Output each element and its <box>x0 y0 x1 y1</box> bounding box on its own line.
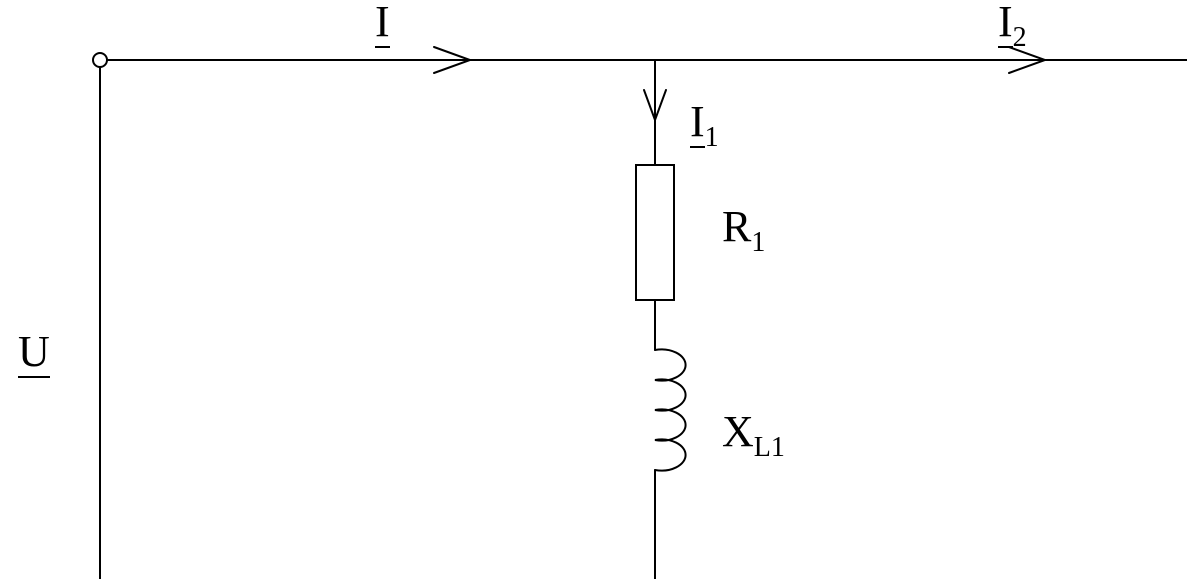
label-R1-text: R <box>722 202 751 251</box>
terminal-in <box>93 53 107 67</box>
resistor-R1 <box>636 165 674 300</box>
label-I2-sub: 2 <box>1013 22 1027 53</box>
label-I2: I2 <box>998 0 1027 52</box>
circuit-svg <box>0 0 1187 579</box>
label-I: I <box>375 0 390 44</box>
label-I-text: I <box>375 0 390 44</box>
label-XL1-text: X <box>722 407 754 456</box>
label-U: U <box>18 330 50 374</box>
label-I1-text: I <box>690 97 705 146</box>
label-I1-sub: 1 <box>705 122 719 153</box>
label-XL1: XL1 <box>722 410 785 462</box>
label-U-text: U <box>18 330 50 374</box>
label-R1: R1 <box>722 205 765 257</box>
label-I2-text: I <box>998 0 1013 46</box>
label-R1-sub: 1 <box>751 227 765 258</box>
inductor-XL1 <box>655 349 686 470</box>
label-I1: I1 <box>690 100 719 152</box>
label-XL1-sub: L1 <box>754 432 785 463</box>
